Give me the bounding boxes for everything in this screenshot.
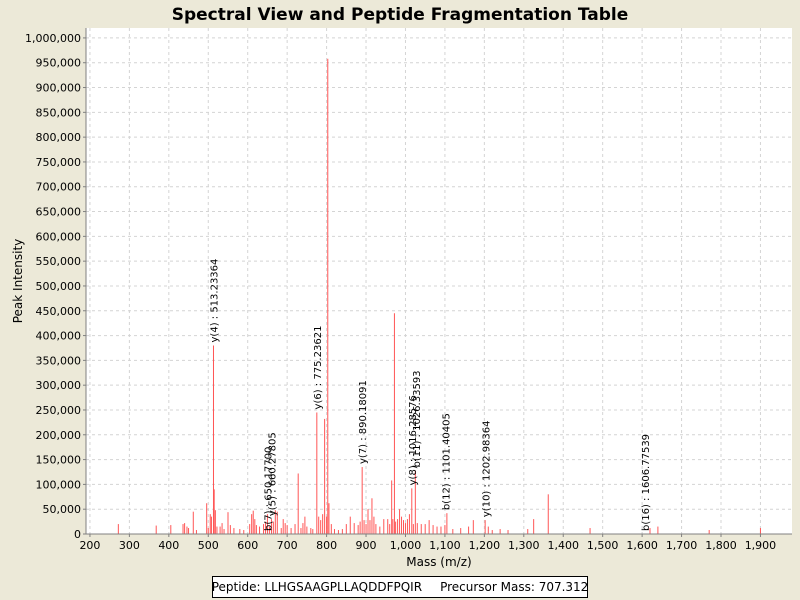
x-tick-label: 1,600 <box>626 539 658 552</box>
y-tick-label: 650,000 <box>36 206 82 219</box>
y-tick-label: 800,000 <box>36 131 82 144</box>
x-tick-label: 300 <box>119 539 140 552</box>
peaks <box>117 58 761 534</box>
y-tick-label: 550,000 <box>36 255 82 268</box>
chart-title: Spectral View and Peptide Fragmentation … <box>172 5 629 25</box>
y-tick-label: 250,000 <box>36 404 82 417</box>
grid <box>86 28 792 534</box>
y-tick-label: 150,000 <box>36 454 82 467</box>
peak-annotation: b(7) : 650.17700 <box>263 447 274 531</box>
x-tick-label: 500 <box>198 539 219 552</box>
x-tick-label: 200 <box>79 539 100 552</box>
x-tick-label: 1,300 <box>508 539 540 552</box>
x-tick-label: 1,500 <box>587 539 619 552</box>
y-tick-label: 600,000 <box>36 230 82 243</box>
y-tick-label: 850,000 <box>36 106 82 119</box>
x-tick-label: 1,400 <box>547 539 579 552</box>
peak-annotation: y(5) : 660.27805 <box>267 432 278 516</box>
y-tick-label: 400,000 <box>36 330 82 343</box>
x-tick-label: 700 <box>277 539 298 552</box>
y-tick-label: 1,000,000 <box>25 32 81 45</box>
x-tick-label: 1,100 <box>429 539 461 552</box>
peak-annotation: y(8) : 1016.28576 <box>408 395 419 485</box>
x-tick-label: 400 <box>158 539 179 552</box>
x-tick-label: 1,700 <box>666 539 698 552</box>
ticks: 200 300 400 500 600 700 800 900 1,000 1,100 1,200 1… <box>25 32 776 552</box>
peak-annotation: b(11) : 1026.33593 <box>412 370 423 467</box>
peak-annotation: b(12) : 1101.40405 <box>441 413 452 510</box>
peptide-info-box: Peptide: LLHGSAAGPLLAQDDFPQIR Precursor … <box>212 576 588 598</box>
x-tick-label: 900 <box>356 539 377 552</box>
precursor-mass-label: Precursor Mass: 707.312 <box>440 580 589 594</box>
y-tick-label: 750,000 <box>36 156 82 169</box>
y-tick-label: 50,000 <box>43 503 82 516</box>
plot-area <box>86 28 792 534</box>
y-tick-label: 900,000 <box>36 82 82 95</box>
x-tick-label: 1,800 <box>705 539 737 552</box>
y-tick-label: 700,000 <box>36 181 82 194</box>
y-tick-label: 950,000 <box>36 57 82 70</box>
peptide-label: Peptide: LLHGSAAGPLLAQDDFPQIR <box>211 580 423 594</box>
peak-annotation: b(16) : 1606.77539 <box>641 434 652 531</box>
x-tick-label: 1,200 <box>469 539 501 552</box>
peak-annotation: y(7) : 890.18091 <box>358 380 369 464</box>
x-tick-label: 1,000 <box>390 539 422 552</box>
y-tick-label: 500,000 <box>36 280 82 293</box>
x-tick-label: 800 <box>316 539 337 552</box>
y-axis-title: Peak Intensity <box>11 239 25 324</box>
y-tick-label: 100,000 <box>36 478 82 491</box>
y-tick-label: 0 <box>74 528 81 541</box>
x-tick-label: 1,900 <box>745 539 777 552</box>
y-tick-label: 200,000 <box>36 429 82 442</box>
y-tick-label: 300,000 <box>36 379 82 392</box>
peak-annotation: y(4) : 513.23364 <box>209 259 220 343</box>
y-tick-label: 350,000 <box>36 354 82 367</box>
peak-annotation: y(10) : 1202.98364 <box>482 420 493 517</box>
x-axis-title: Mass (m/z) <box>406 555 471 569</box>
peak-annotation: y(6) : 775.23621 <box>313 326 324 410</box>
y-tick-label: 450,000 <box>36 305 82 318</box>
x-tick-label: 600 <box>237 539 258 552</box>
